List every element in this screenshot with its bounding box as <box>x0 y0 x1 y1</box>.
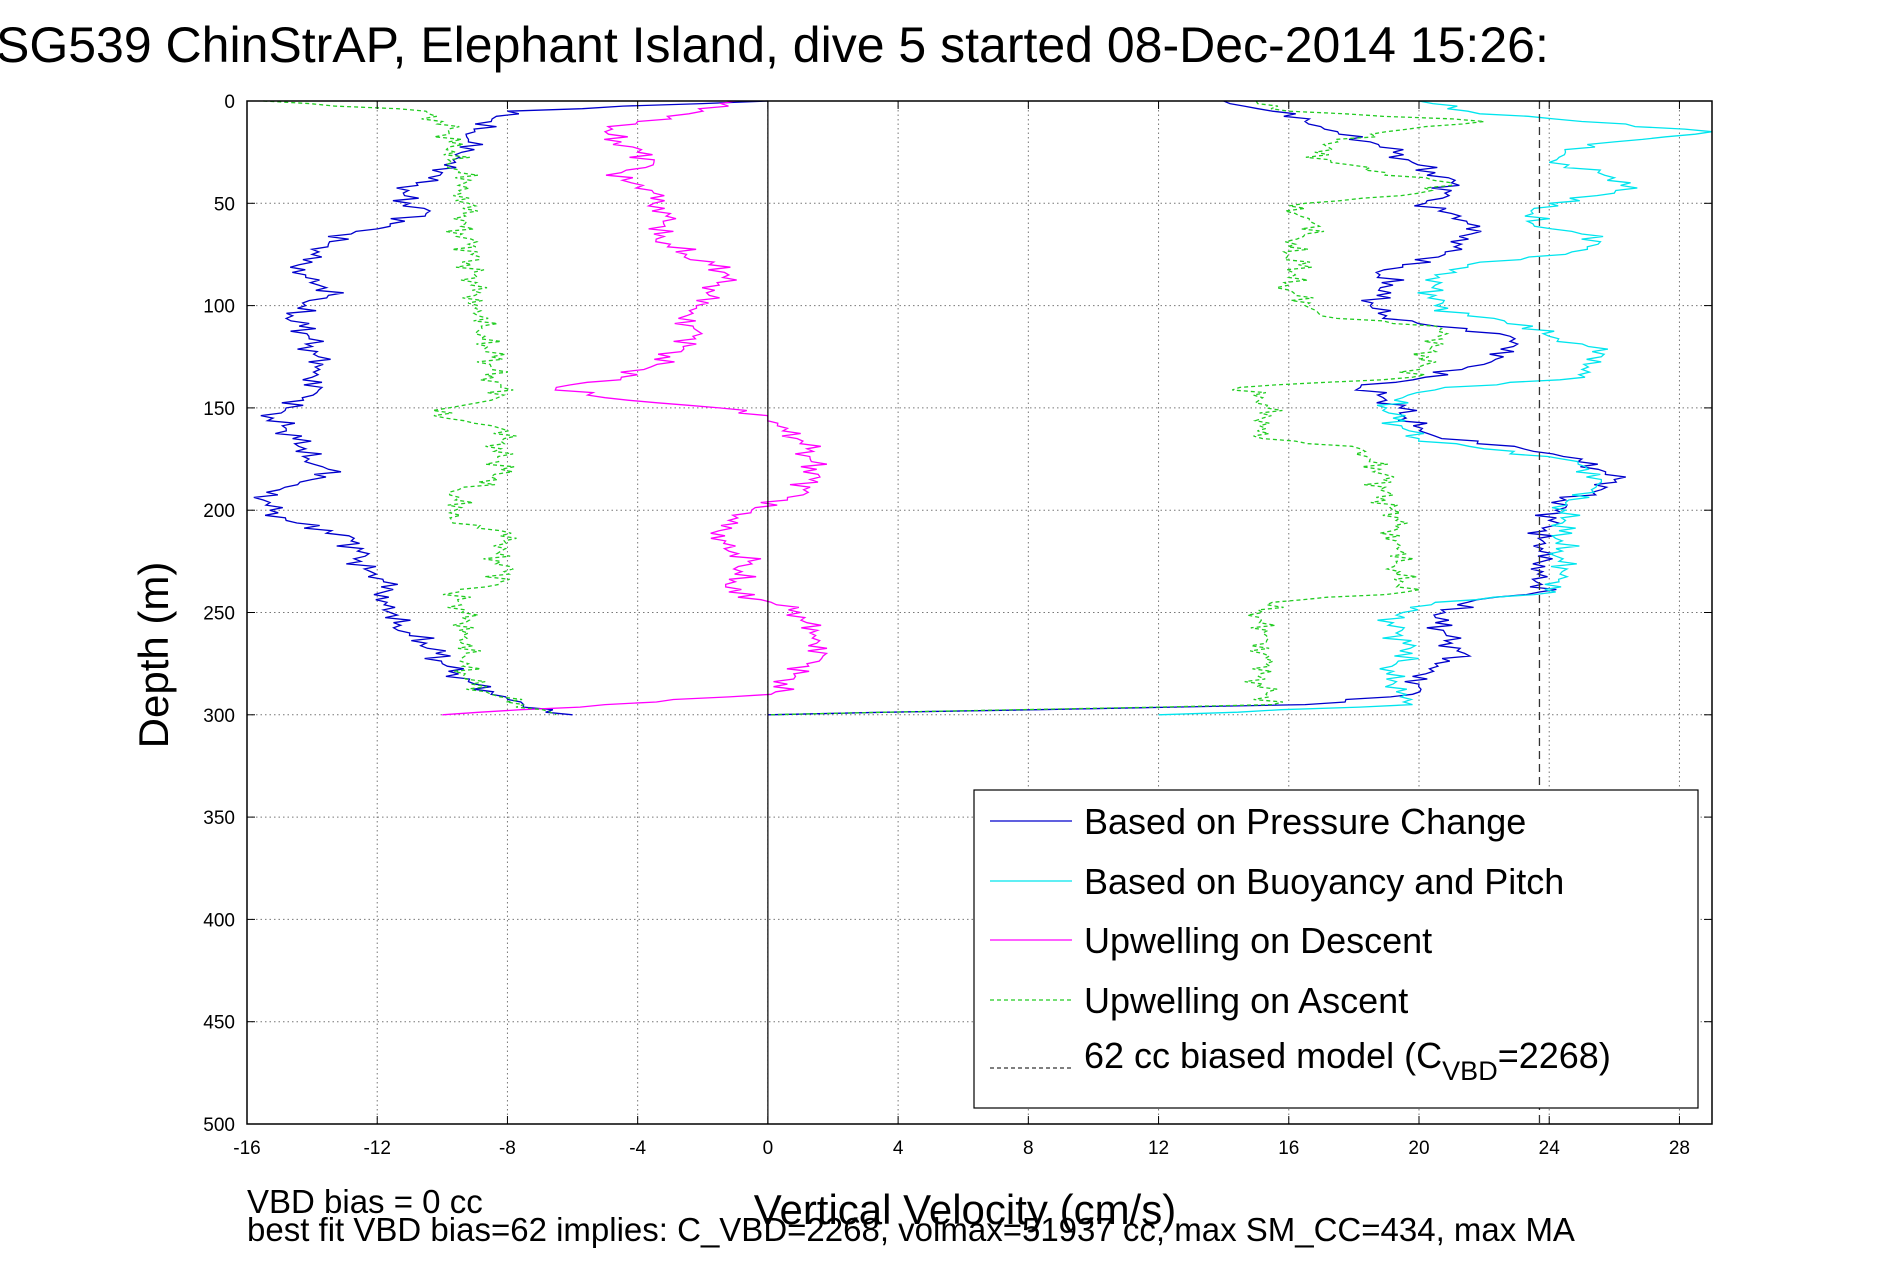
series-line-3-descent <box>263 100 557 716</box>
x-axis-label: Vertical Velocity (cm/s) <box>754 1186 1176 1233</box>
y-tick-label: 300 <box>203 706 235 727</box>
x-tick-label: -12 <box>363 1138 390 1159</box>
y-tick-label: 100 <box>203 297 235 318</box>
chart-title: SG539 ChinStrAP, Elephant Island, dive 5… <box>0 17 1549 73</box>
y-tick-label: 350 <box>203 808 235 829</box>
legend-label-biased-model-main: 62 cc biased model (C <box>1084 1035 1442 1076</box>
series-line-1-ascent <box>1158 100 1713 716</box>
x-axis-ticks: -16 -12 -8 -4 0 4 8 12 16 20 24 28 <box>233 101 1690 1159</box>
series-line-0-descent <box>253 100 768 716</box>
y-tick-label: 400 <box>203 910 235 931</box>
y-axis-ticks: 0 50 100 150 200 250 300 350 400 450 500 <box>203 92 1712 1136</box>
footnote-vbd-bias: VBD bias = 0 cc <box>247 1183 483 1220</box>
y-tick-label: 150 <box>203 399 235 420</box>
y-tick-label: 50 <box>214 194 235 215</box>
legend-label-upwelling-descent: Upwelling on Descent <box>1084 920 1432 961</box>
series-layer <box>253 100 1713 1124</box>
legend-label-upwelling-ascent: Upwelling on Ascent <box>1084 980 1408 1021</box>
y-tick-label: 0 <box>224 92 235 113</box>
y-axis-label: Depth (m) <box>130 562 177 749</box>
x-tick-label: 24 <box>1539 1138 1561 1159</box>
legend-box <box>973 789 1699 1109</box>
y-tick-label: 500 <box>203 1115 235 1136</box>
x-tick-label: -4 <box>629 1138 646 1159</box>
x-tick-label: 8 <box>1023 1138 1034 1159</box>
legend-label-buoyancy: Based on Buoyancy and Pitch <box>1084 861 1564 902</box>
y-tick-label: 450 <box>203 1013 235 1034</box>
legend-label-biased-model-sub: VBD <box>1442 1056 1498 1086</box>
footnote-best-fit: best fit VBD bias=62 implies: C_VBD=2268… <box>247 1211 1575 1248</box>
legend: Based on Pressure Change Based on Buoyan… <box>973 789 1699 1109</box>
x-tick-label: 28 <box>1669 1138 1690 1159</box>
legend-label-biased-model-suffix: =2268) <box>1498 1035 1611 1076</box>
series-line-0-ascent <box>767 100 1626 716</box>
y-tick-label: 200 <box>203 501 235 522</box>
x-tick-label: -16 <box>233 1138 260 1159</box>
legend-label-pressure: Based on Pressure Change <box>1084 801 1526 842</box>
y-tick-label: 250 <box>203 604 235 625</box>
x-tick-label: 4 <box>893 1138 904 1159</box>
x-tick-label: -8 <box>499 1138 516 1159</box>
series-line-2 <box>442 100 829 716</box>
x-tick-label: 12 <box>1148 1138 1169 1159</box>
x-tick-label: 16 <box>1278 1138 1299 1159</box>
x-tick-label: 0 <box>763 1138 774 1159</box>
x-tick-label: 20 <box>1408 1138 1429 1159</box>
legend-label-biased-model: 62 cc biased model (CVBD=2268) <box>1084 1035 1611 1086</box>
series-line-3-ascent <box>767 100 1485 716</box>
